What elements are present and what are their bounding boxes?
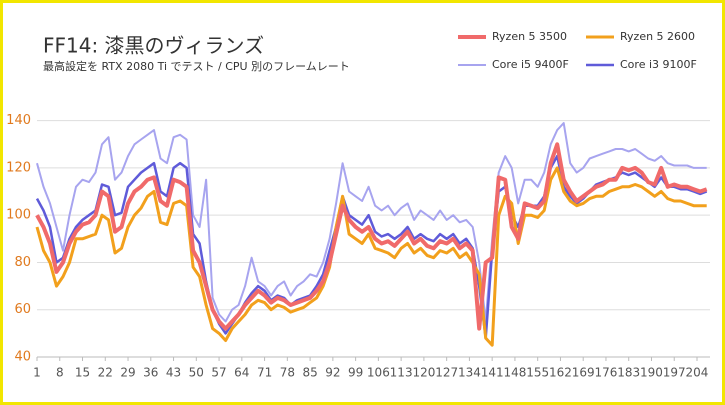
y-tick-label: 40	[14, 350, 31, 365]
x-tick-label: 190	[640, 366, 663, 380]
x-tick-label: 29	[120, 366, 135, 380]
y-tick-label: 120	[6, 160, 31, 175]
x-tick-label: 113	[390, 366, 413, 380]
x-tick-label: 22	[98, 366, 113, 380]
x-tick-label: 78	[280, 366, 295, 380]
y-tick-label: 140	[6, 113, 31, 128]
legend-label: Ryzen 5 2600	[620, 30, 695, 43]
x-tick-label: 71	[257, 366, 272, 380]
x-tick-label: 134	[458, 366, 481, 380]
x-tick-label: 162	[549, 366, 572, 380]
chart-title: FF14: 漆黒のヴィランズ	[43, 34, 264, 58]
series-line	[35, 142, 708, 331]
x-tick-label: 183	[617, 366, 640, 380]
y-tick-label: 60	[14, 302, 31, 317]
legend-label: Core i3 9100F	[620, 58, 697, 71]
x-tick-label: 120	[412, 366, 435, 380]
legend-label: Ryzen 5 3500	[492, 30, 567, 43]
x-tick-label: 106	[367, 366, 390, 380]
series-line	[36, 122, 707, 323]
x-tick-label: 36	[143, 366, 158, 380]
x-tick-label: 141	[481, 366, 504, 380]
legend-label: Core i5 9400F	[492, 58, 569, 71]
x-tick-label: 204	[686, 366, 709, 380]
x-tick-label: 43	[166, 366, 181, 380]
x-tick-label: 148	[503, 366, 526, 380]
x-tick-label: 169	[572, 366, 595, 380]
x-tick-label: 197	[663, 366, 686, 380]
x-tick-label: 15	[75, 366, 90, 380]
x-tick-label: 57	[211, 366, 226, 380]
chart-subtitle: 最高設定を RTX 2080 Ti でテスト / CPU 別のフレームレート	[43, 59, 350, 73]
y-tick-label: 80	[14, 255, 31, 270]
x-tick-label: 1	[33, 366, 41, 380]
chart: FF14: 漆黒のヴィランズ 最高設定を RTX 2080 Ti でテスト / …	[6, 30, 710, 380]
y-tick-label: 100	[6, 208, 31, 223]
x-tick-label: 155	[526, 366, 549, 380]
x-tick-label: 99	[348, 366, 363, 380]
x-tick-label: 176	[595, 366, 618, 380]
x-tick-label: 50	[189, 366, 204, 380]
x-tick-label: 85	[302, 366, 317, 380]
x-tick-label: 92	[325, 366, 340, 380]
x-tick-label: 127	[435, 366, 458, 380]
x-tick-label: 64	[234, 366, 249, 380]
series-line	[35, 166, 707, 347]
x-tick-label: 8	[56, 366, 64, 380]
